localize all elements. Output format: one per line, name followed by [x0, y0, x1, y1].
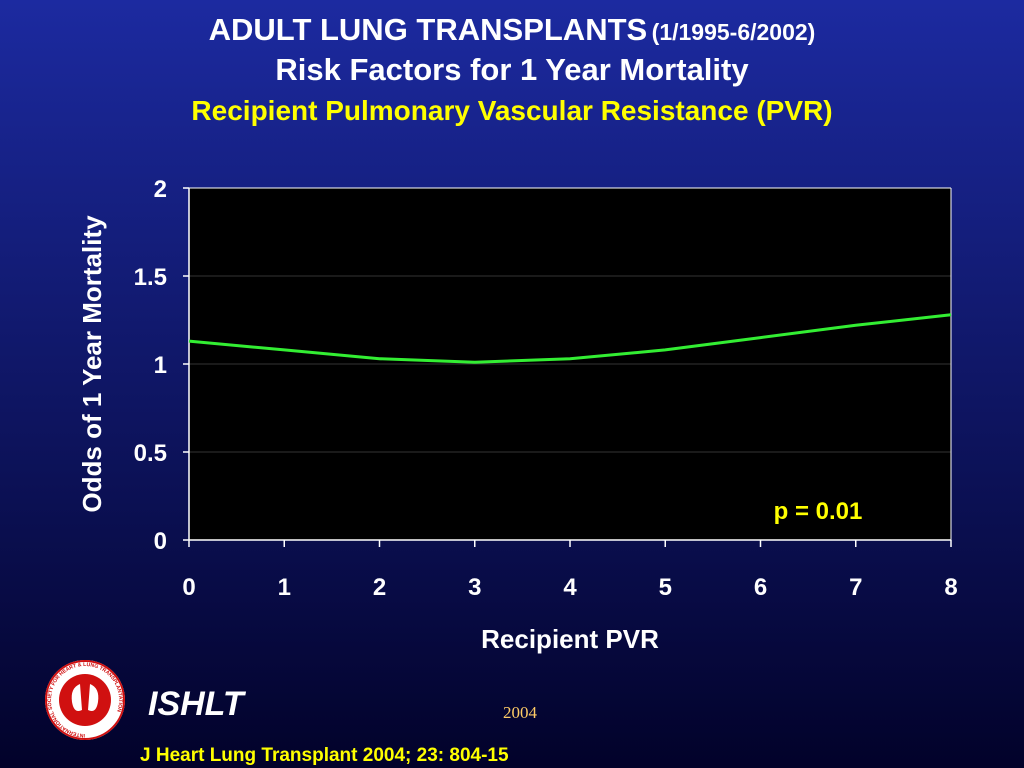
org: ISHLT	[148, 685, 247, 723]
x-tick-label: 6	[754, 574, 767, 601]
title-main: ADULT LUNG TRANSPLANTS	[209, 12, 648, 47]
x-tick-label: 3	[468, 574, 481, 601]
logo-center	[59, 674, 111, 726]
x-tick-label: 8	[944, 574, 957, 601]
y-tick-label: 0.5	[134, 440, 167, 467]
subtitle: Risk Factors for 1 Year Mortality	[275, 52, 749, 87]
data-line	[188, 313, 952, 364]
topic: Recipient Pulmonary Vascular Resistance …	[191, 95, 832, 126]
annotation: p = 0.01	[774, 498, 863, 525]
y-tick-label: 2	[154, 176, 167, 203]
title-dates: (1/1995-6/2002)	[652, 19, 816, 45]
y-axis-label: Odds of 1 Year Mortality	[77, 215, 107, 513]
y-tick-label: 1	[154, 352, 167, 379]
logo-ring	[45, 660, 125, 740]
logo-lungs	[71, 684, 99, 711]
x-tick-label: 0	[182, 574, 195, 601]
x-tick-label: 4	[563, 574, 577, 601]
x-tick-label: 5	[659, 574, 672, 601]
title: ADULT LUNG TRANSPLANTS (1/1995-6/2002)	[209, 12, 816, 47]
x-tick-label: 2	[373, 574, 386, 601]
x-tick-label: 1	[278, 574, 291, 601]
citation: J Heart Lung Transplant 2004; 23: 804-15	[140, 745, 509, 766]
y-tick-label: 0	[154, 528, 167, 555]
y-tick-label: 1.5	[134, 264, 167, 291]
year: 2004	[503, 703, 538, 722]
x-axis-label: Recipient PVR	[481, 624, 659, 654]
x-tick-label: 7	[849, 574, 862, 601]
chart: 0 0.5 1 1.5 2 0 1 2 3 4 5 6 7 8 p = 0.01 Recipient PVR O…	[77, 176, 958, 654]
